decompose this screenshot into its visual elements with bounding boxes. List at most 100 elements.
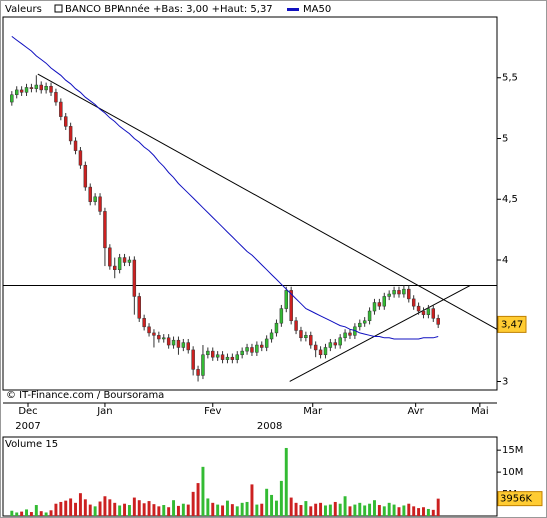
volume-tick-label: 10M (502, 467, 523, 478)
candle-body (225, 356, 230, 360)
volume-bar (422, 507, 425, 516)
volume-bar (108, 499, 112, 516)
volume-bar (397, 507, 401, 516)
candle-body (113, 265, 117, 270)
volume-bar (152, 504, 156, 516)
volume-bar (417, 508, 421, 516)
volume-bar (392, 504, 396, 516)
volume-bar (25, 509, 28, 516)
candle-body (367, 310, 372, 321)
candle-body (289, 290, 293, 321)
candle-body (313, 344, 318, 351)
volume-bar (93, 506, 97, 516)
candle-body (171, 339, 176, 346)
volume-bar (191, 491, 195, 516)
volume-bar (324, 505, 327, 516)
volume-bar (436, 498, 440, 516)
volume-bar (279, 480, 283, 516)
candle-body (235, 354, 239, 360)
candle-body (68, 126, 73, 142)
volume-bar (132, 497, 136, 516)
volume-bar (49, 510, 53, 516)
volume-bar (240, 502, 244, 516)
volume-last-box (497, 491, 543, 507)
last-price-label: 3,47 (501, 319, 523, 330)
y-tick-label: 4 (502, 255, 508, 266)
header: Valeurs (5, 4, 42, 15)
candle-body (348, 332, 352, 336)
candle-body (142, 318, 146, 328)
candle-body (240, 350, 244, 356)
volume-bar (186, 504, 190, 516)
candle-body (220, 354, 225, 360)
candle-body (83, 164, 88, 188)
volume-bar (284, 447, 288, 516)
candle-body (44, 86, 48, 91)
volume-bar (353, 504, 357, 516)
candle-body (358, 322, 362, 328)
volume-bar (274, 500, 278, 516)
legend-label: BANCO BPI (65, 4, 120, 15)
candle-body (78, 150, 83, 166)
volume-bar (382, 506, 386, 516)
volume-bar (221, 505, 225, 516)
candle-body (176, 339, 181, 348)
volume-bar (206, 498, 210, 516)
volume-bar (34, 505, 38, 516)
volume-bar (368, 503, 372, 516)
volume-bar (29, 512, 33, 516)
x-tick-label: Dec (18, 406, 37, 417)
credit: © IT-Finance.com / Boursorama (6, 390, 164, 401)
volume-tick-label: 15M (502, 445, 523, 456)
candle-body (328, 342, 333, 348)
volume-bar (373, 500, 376, 516)
volume-bar (142, 503, 146, 516)
candle-body (88, 186, 92, 202)
candle-body (206, 350, 210, 356)
candle-body (157, 335, 161, 340)
volume-bar (348, 506, 352, 516)
volume-bar (59, 501, 63, 516)
last-price-box (497, 315, 527, 333)
volume-bar (402, 505, 406, 516)
y-tick-label: 5 (502, 133, 508, 144)
year-label: 2007 (15, 421, 40, 432)
candle-body (137, 296, 141, 319)
candle-body (15, 89, 19, 96)
candle-body (255, 344, 259, 353)
trend-line (289, 285, 471, 382)
x-tick-label: Mai (471, 406, 489, 417)
candle-body (64, 116, 68, 127)
volume-bar (147, 501, 151, 516)
candle-body (98, 196, 102, 212)
volume-bar (10, 510, 14, 516)
volume-bar (162, 505, 166, 516)
volume-bar (387, 502, 391, 516)
candle-body (181, 342, 186, 348)
volume-bar (245, 501, 249, 516)
candle-body (333, 342, 337, 346)
volume-bar (260, 503, 264, 516)
y-tick-label: 4,5 (502, 194, 518, 205)
legend-swatch (54, 4, 63, 13)
volume-bar (412, 506, 416, 516)
candle-body (34, 84, 39, 89)
volume-bar (343, 496, 347, 516)
candle-body (132, 259, 137, 297)
candle-body (73, 140, 78, 151)
volume-bar (54, 503, 58, 516)
candle-body (122, 257, 127, 263)
candle-body (245, 347, 249, 352)
volume-bar (201, 466, 205, 516)
volume-bar (255, 504, 259, 516)
volume-bar (137, 500, 141, 516)
volume-bar (270, 494, 274, 516)
volume-bar (20, 511, 24, 516)
volume-bar (431, 509, 435, 516)
volume-bar (338, 503, 342, 516)
volume-panel (2, 436, 498, 517)
candle-body (269, 332, 274, 340)
candle-body (338, 337, 342, 346)
volume-bar (44, 512, 48, 516)
